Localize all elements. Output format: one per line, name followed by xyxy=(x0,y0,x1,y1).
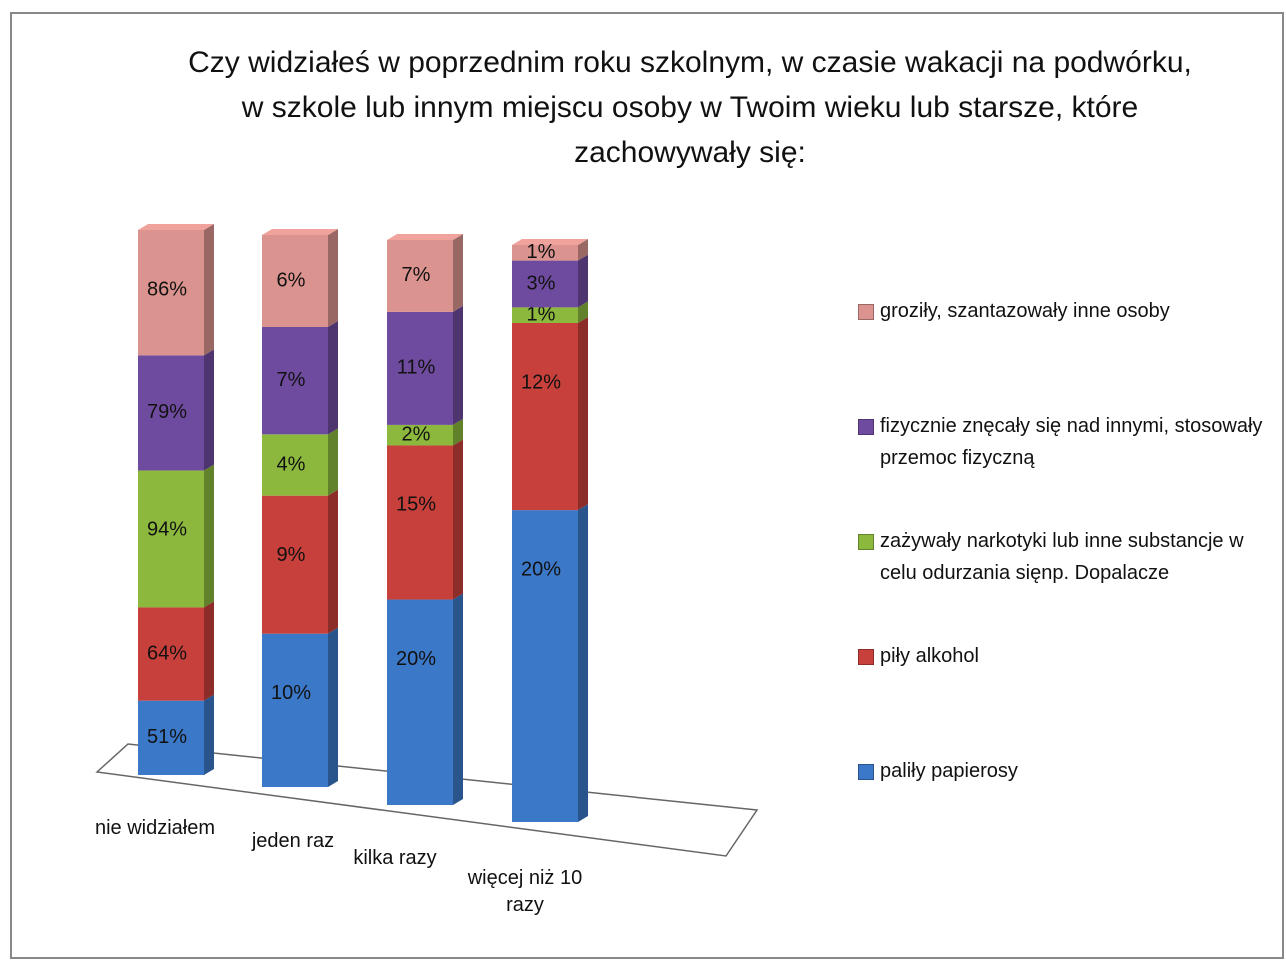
data-label: 79% xyxy=(147,401,187,423)
data-label: 64% xyxy=(147,642,187,664)
legend-label: groziły, szantazowały inne osoby xyxy=(880,300,1170,322)
bar-side xyxy=(578,301,588,323)
bar-top xyxy=(512,239,588,245)
data-label: 7% xyxy=(277,369,306,391)
legend-swatch xyxy=(858,419,874,435)
legend-label: zażywały narkotyki lub inne substancje w… xyxy=(880,530,1244,584)
bar xyxy=(138,230,204,356)
data-label: 7% xyxy=(402,264,431,286)
legend-swatch xyxy=(858,534,874,550)
bar-side xyxy=(453,593,463,805)
bar xyxy=(262,495,328,634)
x-tick-label: jeden raz xyxy=(251,830,335,852)
legend-swatch xyxy=(858,304,874,320)
bar xyxy=(138,355,204,471)
data-label: 51% xyxy=(147,726,187,748)
bar xyxy=(512,322,578,511)
data-label: 1% xyxy=(527,241,556,263)
x-tick-label: kilka razy xyxy=(353,847,437,869)
bar-top xyxy=(387,234,463,240)
bar xyxy=(262,434,328,496)
bar-side xyxy=(578,239,588,261)
bar-side xyxy=(328,321,338,435)
data-label: 9% xyxy=(277,544,306,566)
bar xyxy=(387,240,453,312)
bar-side xyxy=(453,418,463,446)
data-label: 20% xyxy=(521,558,561,580)
bar-side xyxy=(204,694,214,775)
data-label: 10% xyxy=(271,682,311,704)
bar-side xyxy=(204,224,214,356)
bar xyxy=(138,470,204,608)
x-tick-label: nie widziałem xyxy=(94,817,216,839)
legend-label: fizycznie znęcały się nad innymi, stosow… xyxy=(880,415,1263,469)
data-label: 94% xyxy=(147,519,187,541)
legend-label: paliły papierosy xyxy=(880,760,1018,782)
bar xyxy=(387,311,453,425)
data-label: 12% xyxy=(521,371,561,393)
bar-side xyxy=(328,489,338,634)
bar-side xyxy=(578,316,588,511)
bar xyxy=(512,510,578,822)
bar-side xyxy=(328,428,338,496)
data-label: 11% xyxy=(397,357,436,379)
legend-swatch xyxy=(858,649,874,665)
bar-side xyxy=(204,349,214,471)
bar-side xyxy=(204,601,214,701)
data-label: 86% xyxy=(147,278,187,300)
legend-swatch xyxy=(858,764,874,780)
bar-side xyxy=(578,254,588,308)
bar-side xyxy=(328,627,338,787)
bar-side xyxy=(328,229,338,327)
bar xyxy=(262,633,328,787)
data-label: 3% xyxy=(527,272,556,294)
bar xyxy=(512,260,578,308)
bar-side xyxy=(453,234,463,312)
bar-top xyxy=(138,224,214,230)
bar xyxy=(138,607,204,701)
data-label: 2% xyxy=(402,423,431,445)
data-label: 6% xyxy=(277,269,306,291)
bar xyxy=(387,599,453,805)
data-label: 20% xyxy=(396,648,436,670)
x-tick-label: więcej niż 10 razy xyxy=(467,867,583,916)
legend-label: piły alkohol xyxy=(880,645,979,667)
frame xyxy=(10,12,1284,959)
bar-side xyxy=(453,439,463,600)
data-label: 15% xyxy=(396,494,436,516)
bar-top xyxy=(262,229,338,235)
bar xyxy=(512,245,578,261)
bar-side xyxy=(453,305,463,425)
bar-side xyxy=(578,504,588,822)
bar xyxy=(262,327,328,435)
bar-side xyxy=(204,464,214,608)
data-label: 1% xyxy=(527,303,556,325)
bar xyxy=(387,424,453,446)
bar xyxy=(138,700,204,775)
bar xyxy=(387,445,453,600)
bar xyxy=(262,235,328,327)
data-label: 4% xyxy=(277,453,306,475)
bar xyxy=(512,307,578,323)
chart-title: Czy widziałeś w poprzednim roku szkolnym… xyxy=(188,46,1192,169)
